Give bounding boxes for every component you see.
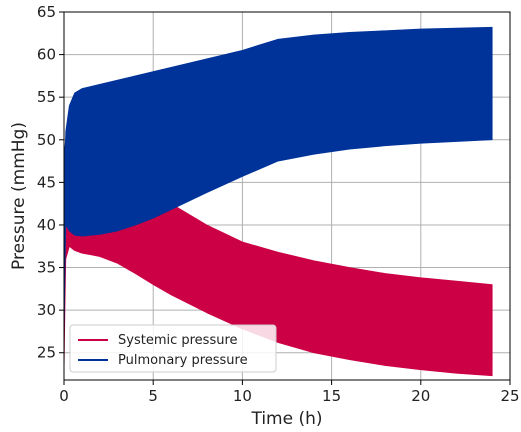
y-tick-label: 30: [37, 301, 56, 319]
y-tick-label: 40: [37, 216, 56, 234]
x-tick-label: 25: [500, 387, 519, 405]
y-tick-label: 60: [37, 46, 56, 64]
x-tick-label: 15: [322, 387, 341, 405]
x-tick-label: 0: [59, 387, 69, 405]
x-tick-label: 10: [233, 387, 252, 405]
y-tick-label: 50: [37, 131, 56, 149]
series-band-pulmonary: [63, 26, 493, 345]
y-tick-label: 25: [37, 344, 56, 362]
legend: Systemic pressure Pulmonary pressure: [69, 324, 277, 373]
legend-label-systemic: Systemic pressure: [118, 333, 238, 348]
plot-frame: [63, 11, 511, 381]
x-tick-label: 5: [148, 387, 158, 405]
y-tick-label: 55: [37, 88, 56, 106]
series-layer: [63, 26, 493, 377]
x-axis-label: Time (h): [250, 409, 322, 429]
y-tick-label: 35: [37, 259, 56, 277]
y-axis-label: Pressure (mmHg): [9, 122, 29, 270]
x-tick-label: 20: [411, 387, 430, 405]
legend-label-pulmonary: Pulmonary pressure: [118, 353, 248, 368]
legend-box: [69, 324, 277, 373]
y-tick-label: 45: [37, 173, 56, 191]
tick-layer: 0 5 10 15 20 25 25 30 35 40 45 50 55 60 65: [37, 3, 520, 405]
y-tick-label: 65: [37, 3, 56, 21]
